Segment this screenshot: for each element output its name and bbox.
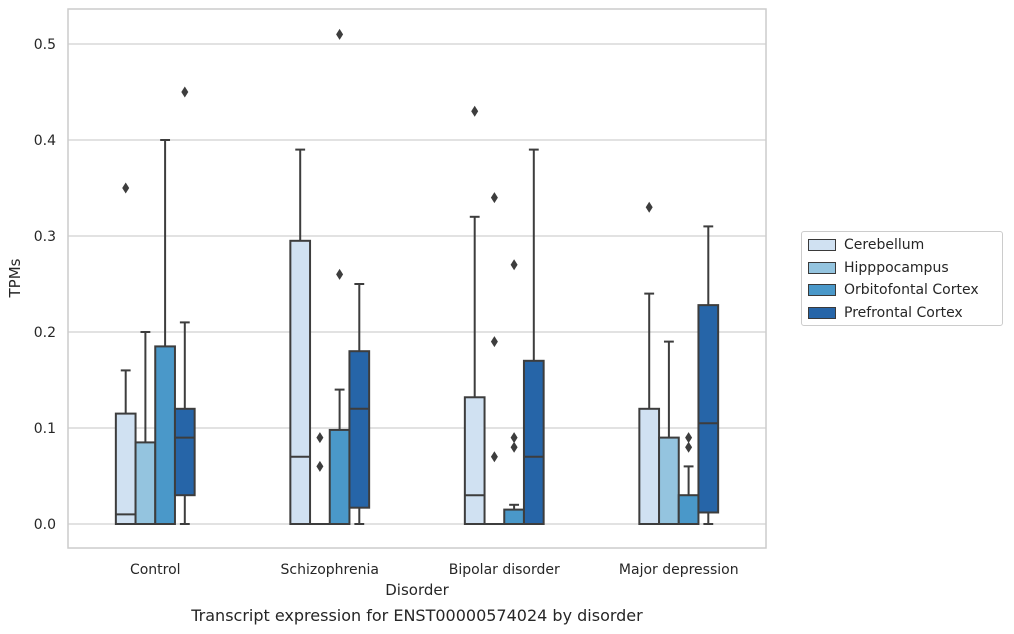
outlier-point <box>471 105 479 117</box>
outlier-point <box>316 432 324 444</box>
legend-swatch <box>808 261 836 274</box>
legend-item: Hipppocampus <box>808 258 949 278</box>
outlier-point <box>510 259 518 271</box>
box-body <box>503 508 525 526</box>
x-axis-label: Disorder <box>385 581 449 599</box>
box-orbitofontal-cortex <box>677 432 700 526</box>
x-tick-labels: Control Schizophrenia Bipolar disorder Majo… <box>130 562 739 578</box>
outlier-point <box>490 336 498 348</box>
box-prefrontal-cortex <box>697 225 720 525</box>
y-tick-labels: 0.0 0.1 0.2 0.3 0.4 0.5 <box>34 37 56 533</box>
outlier-point <box>685 441 693 453</box>
legend-label: Prefrontal Cortex <box>844 304 963 321</box>
legend-swatch <box>808 239 836 251</box>
y-axis-label: TPMs <box>6 258 24 298</box>
outlier-point <box>510 441 518 453</box>
box-cerebellum <box>638 201 661 525</box>
outlier-point <box>685 432 693 444</box>
box-body <box>173 407 196 497</box>
y-tick-label: 0.2 <box>34 325 56 341</box>
box-hipppocampus <box>134 331 157 525</box>
box-body <box>348 350 371 509</box>
legend: Cerebellum Hipppocampus Orbitofontal Corte… <box>801 231 1003 326</box>
box-body <box>677 494 700 526</box>
box-body <box>697 304 720 514</box>
legend-label: Cerebellum <box>844 237 925 253</box>
box-prefrontal-cortex <box>173 86 196 525</box>
outlier-point <box>336 268 344 280</box>
box-body <box>658 436 680 526</box>
x-tick-label: Control <box>130 562 181 578</box>
box-hipppocampus <box>658 340 680 526</box>
legend-item: Prefrontal Cortex <box>808 303 963 323</box>
box-body <box>463 396 486 525</box>
legend-label: Orbitofontal Cortex <box>844 282 979 298</box>
y-tick-label: 0.1 <box>34 421 56 437</box>
x-tick-label: Bipolar disorder <box>449 562 560 578</box>
legend-swatch <box>808 284 836 296</box>
box-hipppocampus <box>483 192 506 526</box>
box-cerebellum <box>114 182 137 526</box>
y-tick-label: 0.4 <box>34 133 56 149</box>
box-body <box>638 407 661 525</box>
box-hipppocampus <box>309 432 331 526</box>
box-cerebellum <box>463 105 486 525</box>
box-prefrontal-cortex <box>522 148 545 525</box>
outlier-point <box>490 451 498 463</box>
box-prefrontal-cortex <box>348 283 371 525</box>
x-tick-label: Schizophrenia <box>281 562 379 578</box>
legend-swatch <box>808 306 836 319</box>
outlier-point <box>645 201 653 213</box>
box-body <box>289 239 312 526</box>
box-cerebellum <box>289 148 312 526</box>
y-tick-label: 0.3 <box>34 229 56 245</box>
box-body <box>134 441 157 525</box>
outlier-point <box>181 86 189 98</box>
outlier-point <box>336 28 344 40</box>
outlier-point <box>490 192 498 204</box>
box-body <box>154 345 176 525</box>
y-tick-label: 0.5 <box>34 37 56 53</box>
outlier-point <box>122 182 130 194</box>
plot-frame <box>67 8 767 549</box>
chart-title: Transcript expression for ENST0000057402… <box>191 606 643 625</box>
box-body <box>114 412 137 526</box>
box-body <box>522 359 545 525</box>
legend-item: Orbitofontal Cortex <box>808 280 979 300</box>
legend-label: Hipppocampus <box>844 259 949 276</box>
outlier-point <box>316 460 324 472</box>
box-body <box>328 428 351 526</box>
outlier-point <box>510 432 518 444</box>
legend-item: Cerebellum <box>808 235 924 255</box>
x-tick-label: Major depression <box>619 562 739 578</box>
y-tick-label: 0.0 <box>34 517 56 533</box>
box-plots <box>114 28 720 526</box>
